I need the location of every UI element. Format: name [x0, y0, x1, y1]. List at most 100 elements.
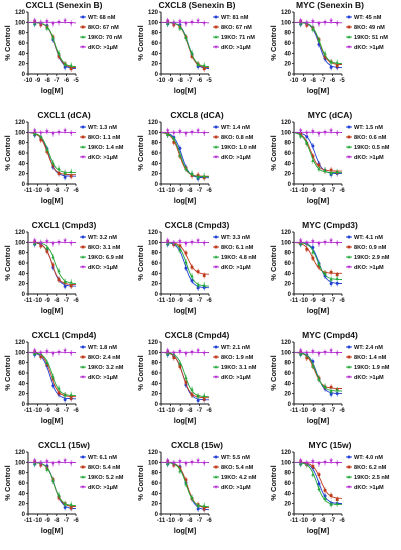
legend-marker [81, 355, 85, 359]
legend-label: 19KO: 51 nM [354, 35, 388, 41]
x-tick-label: -8 [320, 518, 326, 524]
y-tick-label: 120 [15, 10, 26, 16]
legend-series-name: dKO: [221, 265, 236, 271]
dose-response-chart: CXCL8 (Cmpd4) 0 20 40 60 80 100 120 -11 -10 -9 -8 -7… [136, 330, 257, 425]
legend-series-name: WT: [221, 15, 233, 21]
data-point-dko [317, 22, 321, 26]
data-point-8ko [196, 270, 200, 274]
data-point-dko [33, 459, 37, 463]
y-tick-label: 120 [148, 340, 159, 346]
x-tick-label: -9 [168, 78, 174, 84]
y-tick-label: 0 [155, 182, 159, 188]
legend-series-name: 8KO: [221, 245, 236, 251]
chart-panel: CXCL1 (Senexin B) 0 20 40 60 80 100 120 -10 -9 -8-… [0, 0, 133, 110]
legend-label: 8KO: 3.1 nM [88, 245, 121, 251]
data-point-wt [63, 284, 67, 288]
legend-label: dKO: >1μM [221, 375, 251, 381]
legend-series-name: WT: [354, 455, 366, 461]
data-point-19ko [184, 166, 188, 171]
y-tick-label: 100 [148, 350, 159, 356]
legend-series-name: 19KO: [88, 365, 106, 371]
legend-marker [81, 345, 85, 349]
series-curve-8ko [28, 21, 76, 69]
data-point-19ko [178, 361, 182, 365]
x-tick-label: -10 [290, 78, 299, 84]
y-axis-label: % Control [136, 465, 145, 500]
chart-panel: CXCL1 (Cmpd4) 0 20 40 60 80 100 120 -11 -10 -9 -8 -7… [0, 330, 133, 440]
legend-ic50-value: 2.5 nM [372, 475, 390, 481]
legend-entry: WT: 3.2 nM [80, 235, 117, 241]
y-axis-label: % Control [136, 355, 145, 390]
legend-series-name: WT: [88, 235, 100, 241]
x-axis-label: log[M] [41, 306, 64, 315]
data-point-19ko [329, 389, 333, 393]
legend-label: dKO: >1μM [88, 45, 118, 51]
data-point-dko [51, 352, 55, 356]
data-point-8ko [335, 273, 339, 277]
data-point-dko [202, 22, 206, 26]
data-point-dko [329, 129, 333, 133]
x-axis-label: log[M] [174, 196, 197, 205]
legend-series-name: dKO: [221, 155, 236, 161]
data-point-19ko [329, 502, 333, 506]
data-point-8ko [202, 397, 206, 401]
data-point-19ko [305, 141, 309, 145]
data-point-dko [39, 21, 43, 25]
data-point-dko [184, 22, 188, 26]
legend-entry: 19KO: 3.1 nM [213, 365, 257, 371]
y-tick-label: 100 [281, 350, 292, 356]
data-point-dko [311, 20, 315, 24]
data-point-dko [33, 239, 37, 243]
data-point-19ko [178, 26, 182, 30]
x-tick-label: -11 [157, 518, 166, 524]
chart-panel: CXCL8 (Cmpd3) 0 20 40 60 80 100 120 -11 -10 -9 -8 -7… [133, 220, 266, 330]
data-point-19ko [57, 166, 61, 170]
data-point-wt [184, 266, 188, 270]
legend-label: dKO: >1μM [88, 375, 118, 381]
data-point-19ko [51, 35, 55, 40]
legend-ic50-value: 71 nM [239, 35, 255, 41]
data-point-8ko [329, 494, 333, 497]
data-point-dko [323, 241, 327, 245]
y-tick-label: 120 [15, 120, 26, 126]
legend-series-name: 8KO: [88, 135, 103, 141]
y-tick-label: 20 [284, 392, 291, 398]
data-point-19ko [311, 364, 315, 368]
legend-marker [81, 485, 85, 489]
data-point-8ko [39, 355, 43, 359]
legend-entry: 19KO: 5.2 nM [80, 475, 124, 481]
data-point-dko [51, 22, 55, 26]
y-tick-label: 60 [151, 41, 158, 47]
legend-entry: 19KO: 4.8 nM [213, 255, 257, 261]
data-point-19ko [335, 276, 339, 280]
data-point-dko [196, 459, 200, 463]
data-point-dko [45, 130, 49, 134]
legend-series-name: 19KO: [354, 255, 372, 261]
y-tick-label: 20 [151, 392, 158, 398]
data-point-19ko [190, 387, 194, 391]
data-point-19ko [311, 27, 315, 31]
data-point-dko [172, 461, 176, 465]
legend-entry: WT: 6.1 nM [80, 455, 117, 461]
legend-label: WT: 6.1 nM [88, 455, 117, 461]
x-tick-label: -6 [339, 188, 345, 194]
y-axis-label: % Control [269, 135, 278, 170]
y-tick-label: 120 [15, 230, 26, 236]
x-tick-label: -9 [311, 188, 317, 194]
data-point-19ko [45, 147, 49, 151]
legend-entry: dKO: >1μM [213, 265, 251, 271]
legend-label: WT: 1.4 nM [221, 125, 250, 131]
data-point-dko [311, 350, 315, 354]
legend-entry: dKO: >1μM [80, 375, 118, 381]
legend-entry: dKO: >1μM [346, 155, 384, 161]
data-point-19ko [335, 60, 339, 64]
data-point-8ko [317, 163, 321, 167]
y-tick-label: 20 [18, 172, 25, 178]
data-point-dko [317, 462, 321, 466]
series-curve-19ko [293, 461, 342, 506]
data-point-19ko [51, 478, 55, 483]
legend-series-name: dKO: [221, 45, 236, 51]
data-point-19ko [317, 38, 321, 42]
data-point-dko [172, 131, 176, 135]
